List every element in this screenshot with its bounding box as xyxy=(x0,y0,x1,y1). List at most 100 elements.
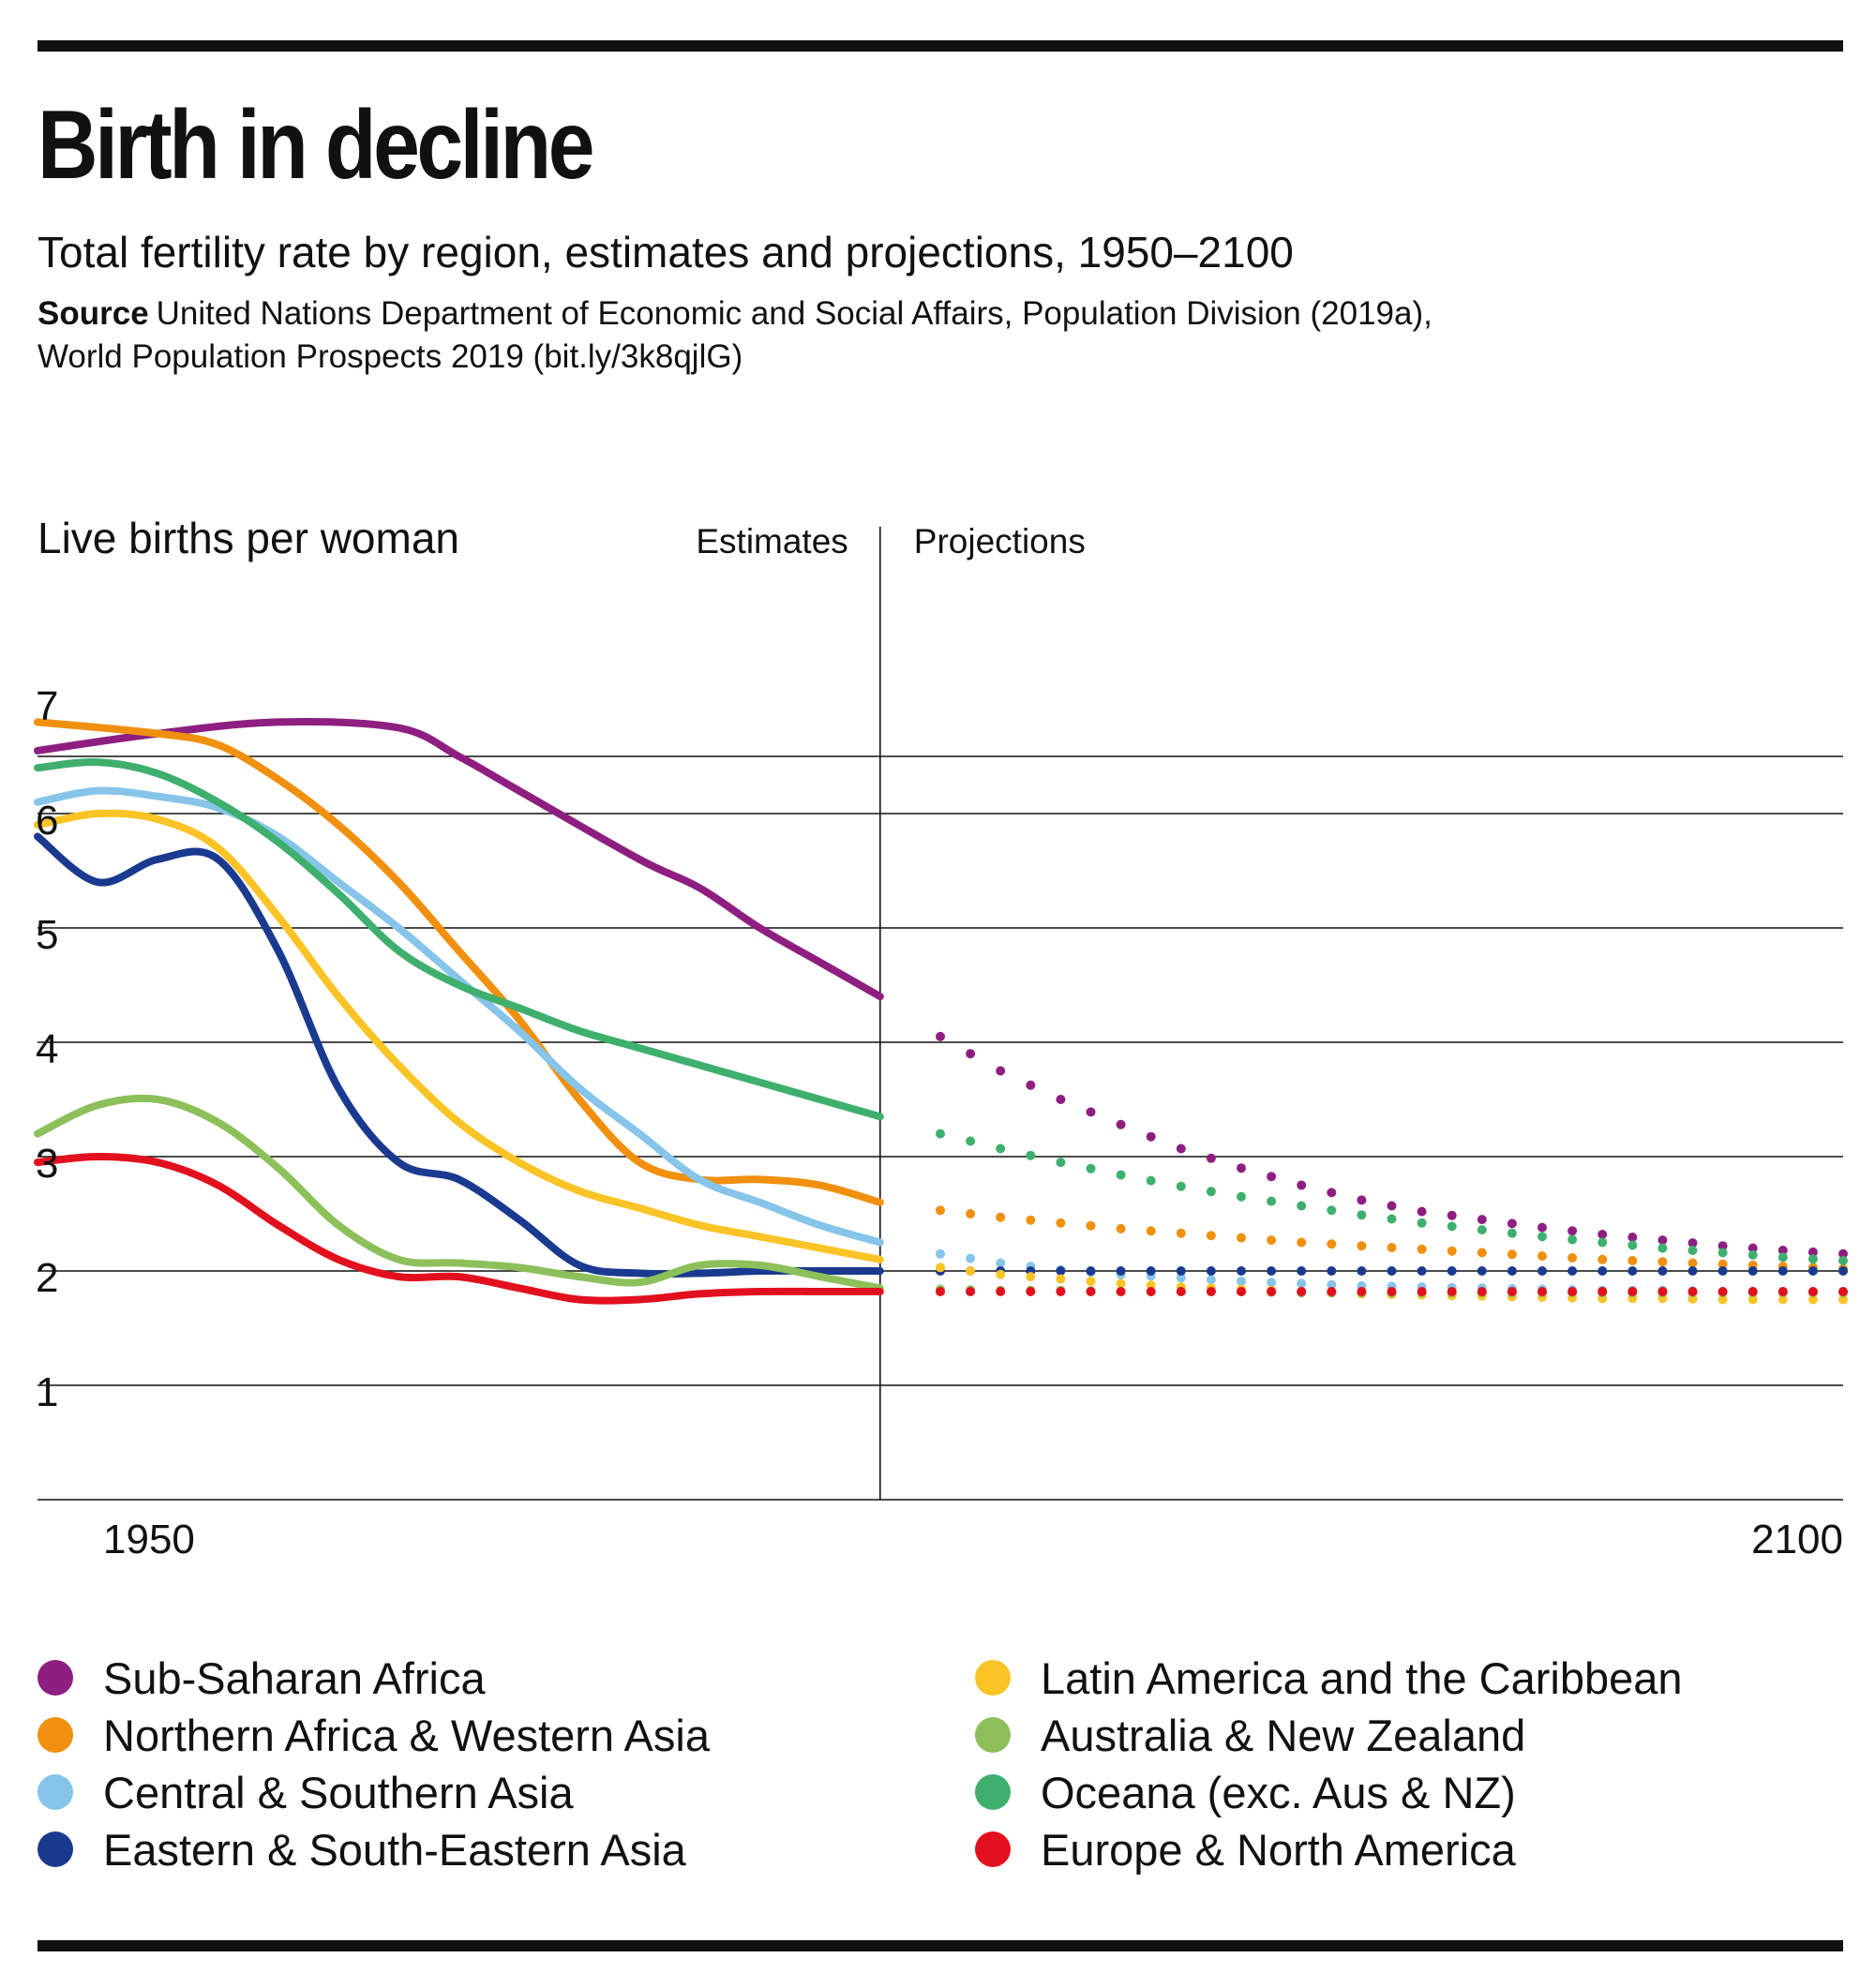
projection-point-sub-saharan-africa xyxy=(966,1049,976,1059)
projection-point-eastern-south-eastern-asia xyxy=(1237,1266,1246,1276)
projection-point-oceana-exc-aus-nz xyxy=(1447,1221,1457,1232)
legend-label: Europe & North America xyxy=(1041,1824,1516,1875)
projection-point-latin-america-and-the-caribbean xyxy=(1086,1277,1096,1286)
projection-point-central-southern-asia xyxy=(1327,1279,1337,1290)
series-line-sub-saharan-africa xyxy=(34,718,884,1001)
projection-point-eastern-south-eastern-asia xyxy=(1718,1266,1728,1276)
projection-point-europe-north-america xyxy=(1267,1287,1277,1296)
projection-point-sub-saharan-africa xyxy=(1628,1233,1638,1242)
projection-point-eastern-south-eastern-asia xyxy=(1267,1266,1277,1276)
source-note: Source United Nations Department of Econo… xyxy=(38,292,1819,379)
legend-label: Central & Southern Asia xyxy=(103,1767,574,1817)
projection-point-sub-saharan-africa xyxy=(1146,1131,1156,1142)
projection-point-sub-saharan-africa xyxy=(1176,1143,1186,1154)
y-tick-4: 4 xyxy=(36,1026,58,1072)
projection-point-northern-africa-western-asia xyxy=(1206,1231,1216,1241)
projection-point-europe-north-america xyxy=(1297,1287,1307,1296)
projection-point-europe-north-america xyxy=(1327,1287,1337,1296)
projection-point-europe-north-america xyxy=(1206,1287,1216,1296)
projection-point-eastern-south-eastern-asia xyxy=(1838,1266,1848,1276)
projection-point-sub-saharan-africa xyxy=(1387,1201,1397,1211)
legend-swatch xyxy=(38,1831,73,1867)
projection-point-eastern-south-eastern-asia xyxy=(1176,1266,1186,1276)
projection-point-eastern-south-eastern-asia xyxy=(1387,1266,1397,1276)
projection-point-sub-saharan-africa xyxy=(1718,1241,1728,1251)
projection-point-sub-saharan-africa xyxy=(1538,1222,1547,1233)
projection-point-latin-america-and-the-caribbean xyxy=(1056,1274,1066,1284)
projection-point-latin-america-and-the-caribbean xyxy=(1026,1272,1036,1282)
legend-item-latin-america-and-the-caribbean: Latin America and the Caribbean xyxy=(975,1650,1683,1706)
projection-point-oceana-exc-aus-nz xyxy=(1538,1232,1547,1242)
projection-point-oceana-exc-aus-nz xyxy=(1297,1201,1307,1211)
series-line-oceana-exc-aus-nz xyxy=(34,758,884,1121)
projection-point-oceana-exc-aus-nz xyxy=(1568,1234,1578,1245)
projection-point-sub-saharan-africa xyxy=(1417,1206,1427,1217)
projection-point-sub-saharan-africa xyxy=(996,1066,1006,1076)
projection-point-sub-saharan-africa xyxy=(1507,1218,1517,1229)
projection-point-sub-saharan-africa xyxy=(1598,1230,1608,1239)
projection-point-northern-africa-western-asia xyxy=(1658,1257,1668,1267)
top-rule xyxy=(38,40,1843,52)
y-tick-1: 1 xyxy=(36,1369,58,1415)
legend-label: Eastern & South-Eastern Asia xyxy=(103,1824,686,1875)
legend-swatch xyxy=(975,1831,1011,1867)
projection-point-northern-africa-western-asia xyxy=(1447,1246,1457,1256)
projection-point-sub-saharan-africa xyxy=(1778,1246,1788,1255)
projection-point-sub-saharan-africa xyxy=(1086,1107,1096,1117)
projection-point-oceana-exc-aus-nz xyxy=(1688,1246,1698,1255)
projection-point-northern-africa-western-asia xyxy=(996,1212,1006,1222)
series-line-northern-africa-western-asia xyxy=(34,718,884,1206)
projection-point-sub-saharan-africa xyxy=(1237,1163,1246,1173)
projection-point-northern-africa-western-asia xyxy=(1507,1249,1517,1260)
projection-point-northern-africa-western-asia xyxy=(1056,1218,1066,1228)
projection-point-oceana-exc-aus-nz xyxy=(1026,1150,1036,1160)
projection-point-europe-north-america xyxy=(1778,1287,1788,1296)
projection-point-europe-north-america xyxy=(996,1287,1006,1296)
projection-point-northern-africa-western-asia xyxy=(1417,1244,1427,1254)
projection-point-eastern-south-eastern-asia xyxy=(1116,1266,1126,1276)
projection-point-eastern-south-eastern-asia xyxy=(1808,1266,1818,1276)
projection-point-europe-north-america xyxy=(966,1287,976,1296)
projection-point-eastern-south-eastern-asia xyxy=(1778,1266,1788,1276)
projection-point-northern-africa-western-asia xyxy=(1387,1243,1397,1252)
projection-point-oceana-exc-aus-nz xyxy=(1658,1243,1668,1253)
legend-item-northern-africa-western-asia: Northern Africa & Western Asia xyxy=(38,1707,710,1763)
projection-point-eastern-south-eastern-asia xyxy=(1628,1266,1638,1276)
projection-point-europe-north-america xyxy=(1808,1287,1818,1296)
legend-swatch xyxy=(975,1717,1011,1753)
projection-point-oceana-exc-aus-nz xyxy=(1267,1196,1277,1206)
projection-point-latin-america-and-the-caribbean xyxy=(1778,1294,1788,1305)
y-tick-6: 6 xyxy=(36,798,58,844)
projection-point-sub-saharan-africa xyxy=(1808,1247,1818,1257)
projection-point-sub-saharan-africa xyxy=(1748,1243,1758,1253)
projection-point-eastern-south-eastern-asia xyxy=(1447,1266,1457,1276)
y-axis-label: Live births per woman xyxy=(38,514,459,562)
legend-swatch xyxy=(38,1660,73,1696)
projection-point-europe-north-america xyxy=(1477,1287,1487,1296)
projection-point-oceana-exc-aus-nz xyxy=(936,1129,945,1139)
projection-point-europe-north-america xyxy=(1447,1287,1457,1296)
projection-point-europe-north-america xyxy=(1568,1287,1578,1296)
projection-point-europe-north-america xyxy=(1538,1287,1547,1296)
legend-item-europe-north-america: Europe & North America xyxy=(975,1821,1516,1877)
projection-point-oceana-exc-aus-nz xyxy=(1507,1228,1517,1238)
source-text-line2: World Population Prospects 2019 (bit.ly/… xyxy=(38,338,743,375)
projection-point-northern-africa-western-asia xyxy=(1327,1239,1337,1249)
projection-point-oceana-exc-aus-nz xyxy=(966,1136,976,1146)
projection-point-sub-saharan-africa xyxy=(1838,1248,1848,1259)
fertility-line-chart: Live births per woman Estimates Projection… xyxy=(34,514,1848,1562)
projection-point-oceana-exc-aus-nz xyxy=(1387,1214,1397,1224)
series-line-australia-new-zealand xyxy=(34,1094,884,1293)
projection-point-eastern-south-eastern-asia xyxy=(1086,1266,1096,1276)
projection-point-europe-north-america xyxy=(1237,1287,1246,1296)
projection-point-oceana-exc-aus-nz xyxy=(1237,1191,1246,1202)
projection-point-northern-africa-western-asia xyxy=(1538,1251,1547,1262)
projection-point-eastern-south-eastern-asia xyxy=(1357,1266,1367,1276)
projection-point-eastern-south-eastern-asia xyxy=(1056,1266,1066,1276)
projection-point-oceana-exc-aus-nz xyxy=(1838,1256,1848,1265)
projection-point-europe-north-america xyxy=(936,1287,945,1296)
projection-point-central-southern-asia xyxy=(936,1248,945,1259)
projection-point-sub-saharan-africa xyxy=(1568,1226,1578,1236)
chart-title: Birth in decline xyxy=(38,91,594,200)
projection-point-eastern-south-eastern-asia xyxy=(1748,1266,1758,1276)
